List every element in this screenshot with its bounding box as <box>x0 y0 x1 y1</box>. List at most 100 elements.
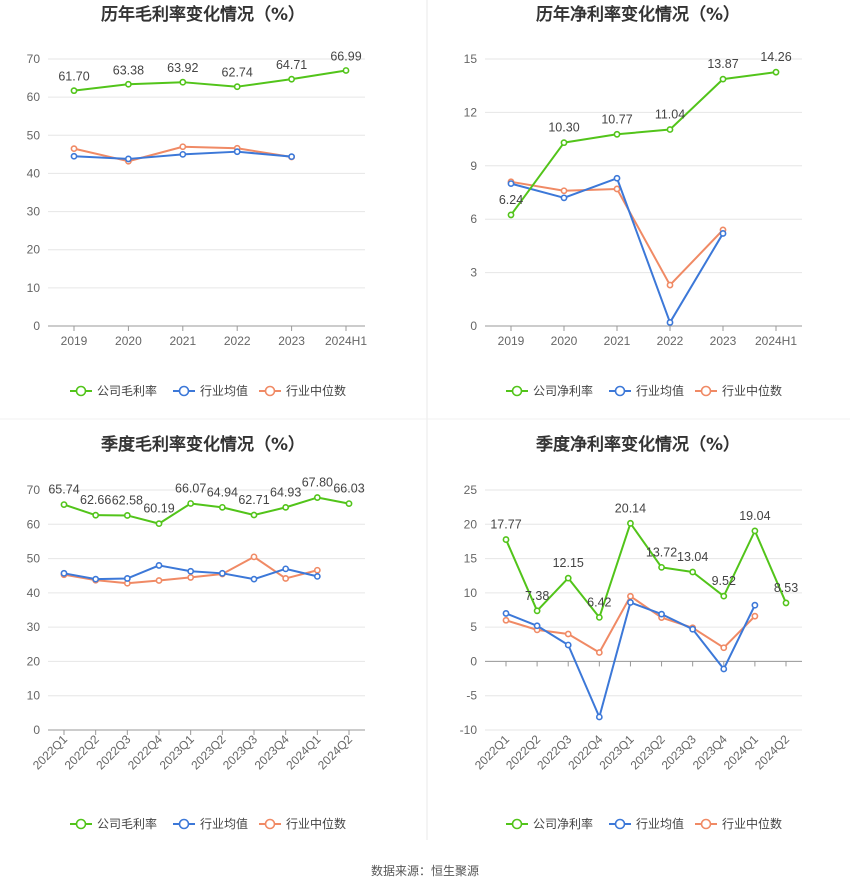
y-tick-label: 20 <box>464 517 478 531</box>
data-point <box>627 519 634 527</box>
data-label: 13.04 <box>677 550 708 564</box>
data-label: 17.77 <box>490 518 521 532</box>
data-point <box>502 616 510 624</box>
data-label: 66.07 <box>175 481 206 495</box>
data-point <box>627 599 634 606</box>
legend-marker <box>700 385 712 397</box>
data-label: 13.87 <box>707 57 738 71</box>
data-point <box>502 536 510 543</box>
data-point <box>342 67 350 74</box>
legend-label: 行业中位数 <box>722 383 782 398</box>
data-point <box>288 153 295 161</box>
data-source-note: 数据来源：恒生聚源 <box>370 864 479 878</box>
legend-marker <box>178 818 190 830</box>
legend-marker <box>264 818 276 830</box>
data-point <box>533 622 541 630</box>
data-label: 65.74 <box>48 483 79 497</box>
data-point <box>155 520 163 528</box>
y-tick-label: 10 <box>464 586 478 600</box>
data-point <box>233 148 241 156</box>
chart-panel-3: 季度毛利率变化情况（%）0102030405060702022Q12022Q22… <box>27 434 365 831</box>
legend-label: 行业均值 <box>636 816 684 831</box>
chart-panel-1: 历年毛利率变化情况（%） 0 10 20 30 40 50 60 70 2019 2020 2021 2… <box>27 4 368 398</box>
chart-title: 历年净利率变化情况（%） <box>536 4 740 25</box>
y-tick-label: 10 <box>27 281 41 295</box>
data-point <box>218 569 226 577</box>
legend-marker <box>75 385 87 397</box>
data-label: 62.74 <box>222 66 253 80</box>
legend-label: 行业均值 <box>636 383 684 398</box>
y-tick-label: 15 <box>464 52 478 66</box>
data-point <box>595 649 603 656</box>
data-point <box>613 185 621 193</box>
y-tick-label: 60 <box>27 90 41 104</box>
data-point <box>250 553 258 561</box>
data-point <box>187 574 195 581</box>
series-line-公司净利率 <box>505 522 787 619</box>
data-point <box>282 503 290 511</box>
legend-marker <box>614 385 626 397</box>
data-point <box>218 503 226 511</box>
y-tick-label: 3 <box>470 266 477 280</box>
data-point <box>751 527 759 535</box>
data-point <box>720 644 728 652</box>
x-tick-label: 2020 <box>551 334 578 348</box>
data-point <box>233 83 241 91</box>
data-point <box>179 143 187 151</box>
x-tick-label: 2021 <box>604 334 631 348</box>
data-point <box>658 563 665 571</box>
x-tick-label: 2019 <box>61 334 88 348</box>
legend-marker <box>75 818 87 830</box>
y-tick-label: -5 <box>466 689 477 703</box>
data-point <box>595 713 603 721</box>
y-tick-label: 30 <box>27 205 41 219</box>
data-label: 62.66 <box>80 493 111 507</box>
data-label: 60.19 <box>143 502 174 516</box>
y-tick-label: 70 <box>27 483 41 497</box>
x-tick-label: 2020 <box>115 334 142 348</box>
y-tick-label: 40 <box>27 586 41 600</box>
data-point <box>627 592 634 600</box>
x-tick-label: 2024Q2 <box>315 732 355 772</box>
data-label: 20.14 <box>615 501 646 515</box>
x-tick-label: 2024H1 <box>325 334 367 348</box>
legend-marker <box>264 385 276 397</box>
x-tick-label: 2023 <box>278 334 305 348</box>
chart-title: 季度毛利率变化情况（%） <box>101 434 305 455</box>
data-point <box>187 500 195 507</box>
data-point <box>595 614 603 621</box>
legend-label: 行业均值 <box>200 816 248 831</box>
y-tick-label: 15 <box>464 552 478 566</box>
x-tick-label: 2021 <box>169 334 196 348</box>
series-line-公司毛利率 <box>63 496 350 525</box>
legend-marker <box>614 818 626 830</box>
data-point <box>282 575 290 582</box>
data-label: 10.77 <box>601 112 632 126</box>
data-point <box>560 187 568 195</box>
x-tick-label: 2023 <box>710 334 737 348</box>
data-point <box>313 494 321 501</box>
y-tick-label: 0 <box>470 319 477 333</box>
series-line-行业均值 <box>505 601 756 718</box>
data-point <box>124 155 132 163</box>
chart-title: 历年毛利率变化情况（%） <box>101 4 305 25</box>
data-point <box>613 130 621 138</box>
y-tick-label: 6 <box>470 212 477 226</box>
data-label: 7.38 <box>525 589 549 603</box>
y-tick-label: 50 <box>27 128 41 142</box>
data-point <box>60 569 68 577</box>
chart-panel-2: 历年净利率变化情况（%） 0 3 6 9 12 15 2019 2020 2021 2022 2023… <box>464 4 802 398</box>
data-point <box>720 592 728 600</box>
data-label: 67.80 <box>302 476 333 490</box>
data-point <box>250 511 258 519</box>
legend-label: 公司净利率 <box>533 383 593 398</box>
series-line-公司毛利率 <box>73 69 347 92</box>
data-point <box>179 78 187 86</box>
y-tick-label: 0 <box>470 654 477 668</box>
data-label: 61.70 <box>58 70 89 84</box>
data-point <box>560 194 568 202</box>
y-tick-label: 40 <box>27 166 41 180</box>
data-point <box>70 152 78 160</box>
data-point <box>155 562 163 569</box>
data-point <box>124 80 132 88</box>
